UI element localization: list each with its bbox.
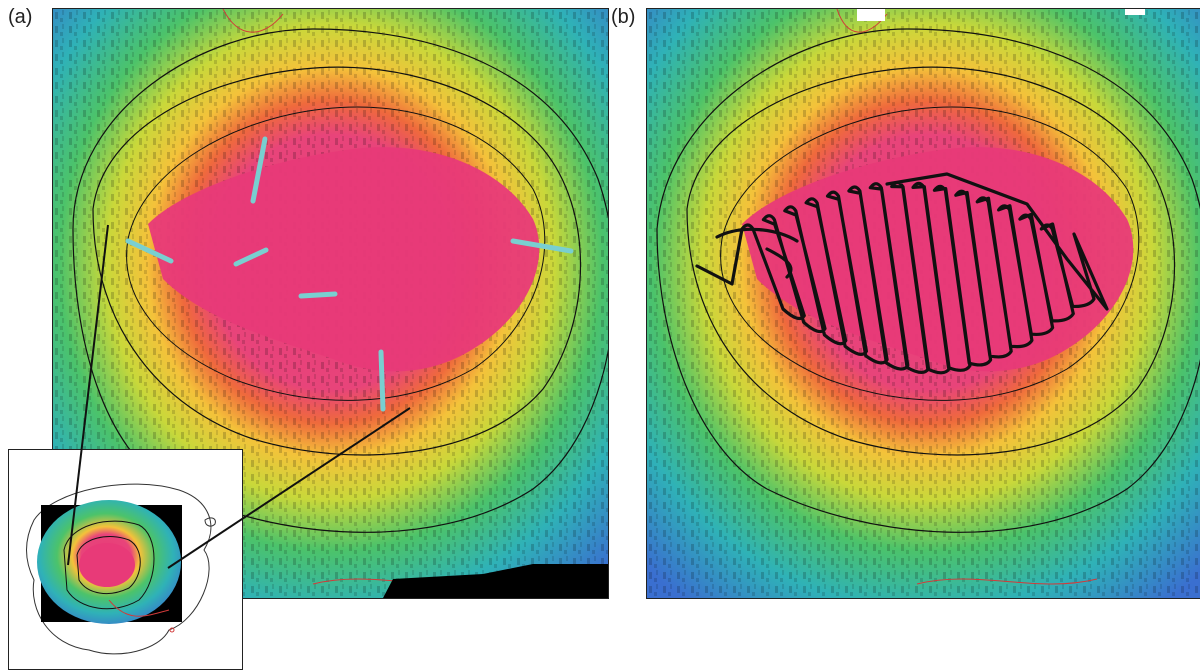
bathymetry-map-b: [647, 9, 1200, 598]
summit-plateau-a: [148, 147, 540, 372]
survey-line: [125, 238, 174, 264]
inset-outer-contour: [26, 483, 212, 655]
contour-line: [656, 28, 1200, 533]
contour-line: [126, 106, 546, 401]
contour-line: [686, 66, 1175, 456]
survey-line: [378, 349, 386, 412]
survey-track-path: [695, 172, 1109, 375]
survey-line: [250, 136, 268, 204]
survey-line: [510, 238, 574, 254]
survey-line: [233, 247, 269, 267]
inset-contour-red: [108, 599, 170, 617]
inset-overview-map: [8, 449, 243, 670]
panel-b-label: (b): [611, 6, 636, 28]
survey-track-path: [715, 227, 799, 279]
survey-track: [695, 172, 1109, 375]
contour-line-red: [916, 578, 1098, 585]
inset-map: [26, 483, 216, 655]
map-panel-b: [646, 8, 1200, 599]
contour-line: [720, 106, 1140, 401]
survey-line: [298, 291, 338, 299]
contour-line-red: [222, 9, 284, 33]
panel-a-label: (a): [8, 6, 33, 28]
